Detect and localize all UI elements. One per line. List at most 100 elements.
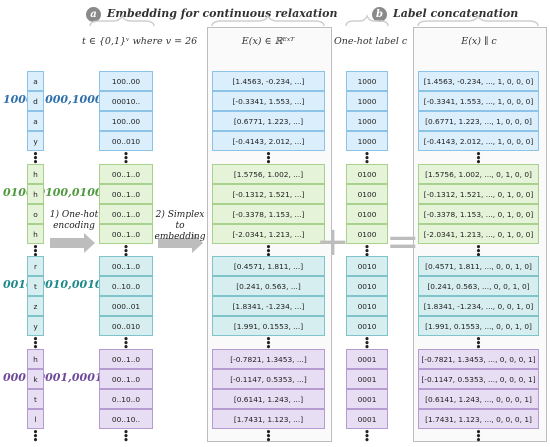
vertical-ellipsis: ••• bbox=[475, 333, 482, 354]
section-a-badge: a bbox=[86, 7, 101, 22]
concat-cell: [-0.7821, 1.3453, ..., 0, 0, 0, 1] bbox=[418, 349, 539, 369]
char-cell: t bbox=[27, 389, 44, 409]
concat-cell: [0.241, 0.563, ..., 0, 0, 1, 0] bbox=[418, 276, 539, 296]
label-cell: 0001 bbox=[346, 349, 388, 369]
label-cell: 0100 bbox=[346, 204, 388, 224]
char-cell: y bbox=[27, 316, 44, 336]
concat-cell: [-0.1312, 1.521, ..., 0, 1, 0, 0] bbox=[418, 184, 539, 204]
step1-label: 1) One-hot encoding bbox=[49, 210, 99, 231]
label-cell: 1000 bbox=[346, 91, 388, 111]
label-subheader: One-hot label c bbox=[334, 36, 408, 47]
label-cell: 0001 bbox=[346, 389, 388, 409]
char-cell: k bbox=[27, 369, 44, 389]
concat-cell: [1.991, 0.1553, ..., 0, 0, 1, 0] bbox=[418, 316, 539, 336]
concat-cell: [-0.3378, 1.153, ..., 0, 1, 0, 0] bbox=[418, 204, 539, 224]
section-a-title: Embedding for continuous relaxation bbox=[107, 7, 338, 20]
vertical-ellipsis: ••• bbox=[122, 333, 130, 354]
char-cell: l bbox=[27, 409, 44, 429]
onehot-cell: 0..10..0 bbox=[99, 276, 153, 296]
vertical-ellipsis: ••• bbox=[32, 333, 39, 354]
section-b-badge: b bbox=[372, 7, 387, 22]
embedding-cell: [1.8341, -1.234, ...] bbox=[212, 296, 325, 316]
label-cell: 0001 bbox=[346, 369, 388, 389]
concat-cell: [0.6141, 1.243, ..., 0, 0, 0, 1] bbox=[418, 389, 539, 409]
embedding-cell: [0.6141, 1.243, ...] bbox=[212, 389, 325, 409]
onehot-cell: 00..1..0 bbox=[99, 224, 153, 244]
onehot-cell: 100..00 bbox=[99, 111, 153, 131]
char-cell: d bbox=[27, 91, 44, 111]
equals-operator: = bbox=[386, 219, 420, 265]
embedding-cell: [-0.3341, 1.553, ...] bbox=[212, 91, 325, 111]
label-cell: 0010 bbox=[346, 316, 388, 336]
char-cell: a bbox=[27, 111, 44, 131]
label-cell: 1000 bbox=[346, 111, 388, 131]
onehot-cell: 00..1..0 bbox=[99, 349, 153, 369]
label-cell: 0001 bbox=[346, 409, 388, 429]
onehot-cell: 00..1..0 bbox=[99, 256, 153, 276]
brace-embedding bbox=[211, 13, 325, 27]
embedding-cell: [0.241, 0.563, ...] bbox=[212, 276, 325, 296]
concat-cell: [-0.1147, 0.5353, ..., 0, 0, 0, 1] bbox=[418, 369, 539, 389]
vertical-ellipsis: ••• bbox=[475, 241, 482, 261]
vertical-ellipsis: ••• bbox=[363, 241, 371, 261]
onehot-cell: 00..010 bbox=[99, 316, 153, 336]
vertical-ellipsis: ••• bbox=[122, 148, 130, 169]
vertical-ellipsis: ••• bbox=[475, 148, 482, 169]
embedding-cell: [1.991, 0.1553, ...] bbox=[212, 316, 325, 336]
section-b-title: Label concatenation bbox=[393, 7, 519, 20]
embedding-cell: [0.4571, 1.811, ...] bbox=[212, 256, 325, 276]
concat-cell: [1.8341, -1.234, ..., 0, 0, 1, 0] bbox=[418, 296, 539, 316]
vertical-ellipsis: ••• bbox=[363, 426, 371, 447]
concat-cell: [1.5756, 1.002, ..., 0, 1, 0, 0] bbox=[418, 164, 539, 184]
label-cell: 1000 bbox=[346, 71, 388, 91]
vertical-ellipsis: ••• bbox=[122, 241, 130, 261]
concat-cell: [1.4563, -0.234, ..., 1, 0, 0, 0] bbox=[418, 71, 539, 91]
vertical-ellipsis: ••• bbox=[363, 148, 371, 169]
brace-label bbox=[345, 13, 389, 27]
char-cell: o bbox=[27, 204, 44, 224]
embedding-cell: [-0.1312, 1.521, ...] bbox=[212, 184, 325, 204]
embedding-cell: [-0.7821, 1.3453, ...] bbox=[212, 349, 325, 369]
concat-cell: [0.6771, 1.223, ..., 1, 0, 0, 0] bbox=[418, 111, 539, 131]
brace-concat bbox=[417, 13, 539, 27]
concat-subheader: E(x) ∥ c bbox=[461, 36, 497, 47]
label-cell: 1000 bbox=[346, 131, 388, 151]
vertical-ellipsis: ••• bbox=[265, 333, 272, 354]
plus-operator: + bbox=[316, 219, 350, 265]
onehot-cell: 00..10.. bbox=[99, 409, 153, 429]
vertical-ellipsis: ••• bbox=[265, 241, 272, 261]
vertical-ellipsis: ••• bbox=[363, 333, 371, 354]
onehot-cell: 00..1..0 bbox=[99, 369, 153, 389]
arrow-embedding bbox=[158, 233, 203, 253]
onehot-cell: 00..1..0 bbox=[99, 164, 153, 184]
embedding-cell: [-0.1147, 0.5353, ...] bbox=[212, 369, 325, 389]
embedding-cell: [-2.0341, 1.213, ...] bbox=[212, 224, 325, 244]
vertical-ellipsis: ••• bbox=[32, 241, 39, 261]
onehot-subheader: t ∈ {0,1}ᵛ where v = 26 bbox=[82, 36, 198, 47]
onehot-cell: 0..10..0 bbox=[99, 389, 153, 409]
label-cell: 0100 bbox=[346, 224, 388, 244]
onehot-cell: 00..1..0 bbox=[99, 184, 153, 204]
char-cell: h bbox=[27, 184, 44, 204]
char-cell: y bbox=[27, 131, 44, 151]
vertical-ellipsis: ••• bbox=[122, 426, 130, 447]
vertical-ellipsis: ••• bbox=[265, 148, 272, 169]
label-cell: 0010 bbox=[346, 276, 388, 296]
embedding-cell: [1.7431, 1.123, ...] bbox=[212, 409, 325, 429]
char-cell: h bbox=[27, 224, 44, 244]
concat-cell: [1.7431, 1.123, ..., 0, 0, 0, 1] bbox=[418, 409, 539, 429]
char-cell: r bbox=[27, 256, 44, 276]
arrow-onehot bbox=[50, 233, 95, 253]
vertical-ellipsis: ••• bbox=[475, 426, 482, 447]
label-cell: 0100 bbox=[346, 184, 388, 204]
char-cell: a bbox=[27, 71, 44, 91]
char-cell: z bbox=[27, 296, 44, 316]
embedding-cell: [1.5756, 1.002, ...] bbox=[212, 164, 325, 184]
label-cell: 0010 bbox=[346, 256, 388, 276]
onehot-cell: 00..1..0 bbox=[99, 204, 153, 224]
onehot-cell: 000..01 bbox=[99, 296, 153, 316]
embedding-subheader: E(x) ∈ ℝᴱˣᵀ bbox=[241, 36, 295, 47]
concat-cell: [-2.0341, 1.213, ..., 0, 1, 0, 0] bbox=[418, 224, 539, 244]
